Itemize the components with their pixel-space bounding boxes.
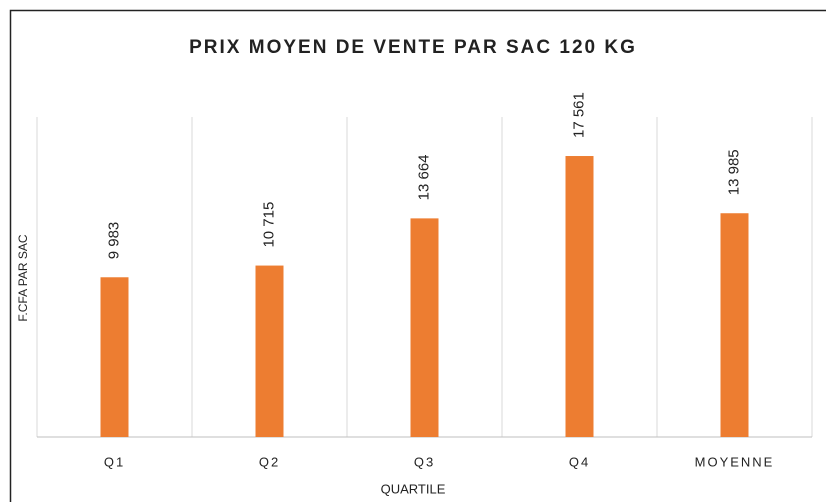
- chart-title: PRIX MOYEN DE VENTE PAR SAC 120 KG: [189, 37, 637, 58]
- bar: [720, 213, 749, 437]
- data-label: 13 985: [725, 149, 742, 195]
- data-label: 9 983: [105, 222, 122, 260]
- x-tick-label: Q2: [259, 454, 280, 469]
- bar: [100, 277, 129, 437]
- bar: [255, 265, 284, 437]
- bar: [410, 218, 439, 437]
- x-tick-label: Q1: [104, 454, 125, 469]
- data-label: 13 664: [415, 154, 432, 200]
- x-tick-label: Q4: [569, 454, 590, 469]
- data-label: 17 561: [570, 92, 587, 138]
- bar: [565, 156, 594, 438]
- y-axis-label: F.CFA PAR SAC: [16, 234, 30, 321]
- x-tick-label: Q3: [414, 454, 435, 469]
- x-axis-label: QUARTILE: [381, 481, 446, 496]
- x-tick-label: MOYENNE: [695, 454, 775, 469]
- data-label: 10 715: [260, 202, 277, 248]
